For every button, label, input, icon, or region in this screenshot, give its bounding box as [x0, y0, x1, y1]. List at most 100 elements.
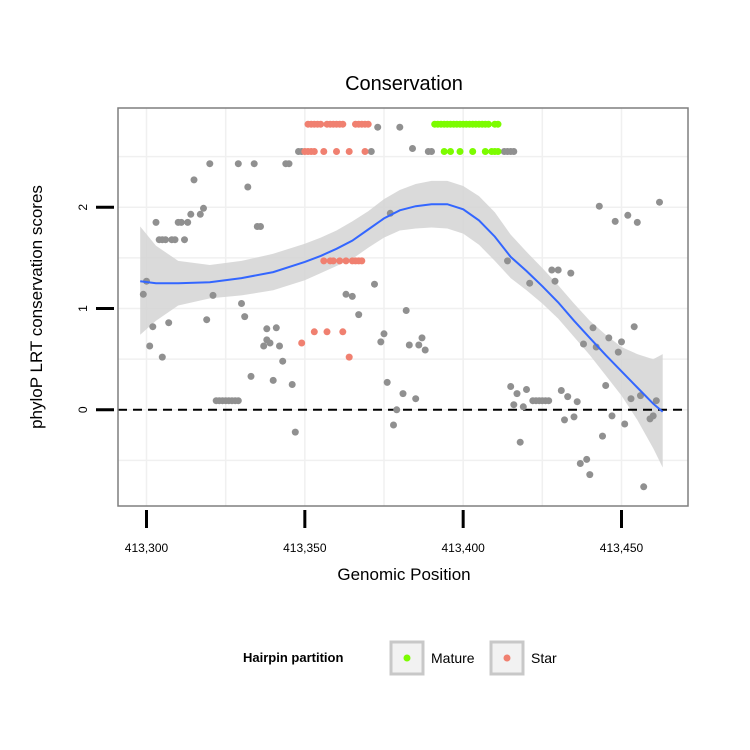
- point-unassigned: [545, 397, 553, 405]
- point-unassigned: [263, 325, 271, 333]
- x-axis-title: Genomic Position: [337, 565, 470, 584]
- legend-label-star: Star: [531, 650, 557, 666]
- point-star: [358, 257, 366, 265]
- point-unassigned: [554, 266, 562, 274]
- point-unassigned: [342, 290, 350, 298]
- point-star: [317, 120, 325, 128]
- point-star: [342, 257, 350, 265]
- legend-title: Hairpin partition: [243, 650, 343, 665]
- point-unassigned: [374, 123, 382, 131]
- legend-swatch-star: [503, 654, 511, 662]
- point-unassigned: [633, 218, 641, 226]
- point-mature: [481, 148, 489, 155]
- point-unassigned: [260, 342, 268, 350]
- point-unassigned: [621, 420, 629, 428]
- point-mature: [440, 148, 448, 155]
- y-tick-label: 2: [76, 204, 90, 211]
- point-unassigned: [399, 390, 407, 398]
- point-unassigned: [396, 123, 404, 131]
- smooth-line: [140, 203, 664, 413]
- point-unassigned: [599, 432, 606, 440]
- point-unassigned: [276, 342, 283, 350]
- point-unassigned: [355, 311, 363, 319]
- point-unassigned: [602, 382, 610, 389]
- point-mature: [485, 120, 492, 128]
- point-star: [361, 148, 369, 155]
- point-unassigned: [573, 398, 581, 406]
- point-unassigned: [504, 257, 511, 265]
- point-unassigned: [409, 145, 416, 152]
- point-unassigned: [507, 383, 515, 390]
- point-unassigned: [576, 460, 584, 467]
- point-unassigned: [516, 438, 524, 446]
- point-unassigned: [510, 401, 518, 409]
- point-unassigned: [402, 307, 410, 314]
- point-unassigned: [608, 412, 616, 420]
- legend-item-mature: Mature: [389, 640, 475, 676]
- point-unassigned: [421, 346, 429, 354]
- point-unassigned: [405, 341, 413, 349]
- point-unassigned: [203, 316, 211, 324]
- point-unassigned: [269, 376, 277, 384]
- point-unassigned: [614, 348, 622, 356]
- point-unassigned: [652, 397, 660, 405]
- point-unassigned: [564, 393, 572, 401]
- point-unassigned: [611, 217, 619, 225]
- point-mature: [456, 148, 464, 155]
- point-unassigned: [390, 421, 397, 429]
- point-unassigned: [510, 148, 518, 155]
- point-unassigned: [630, 323, 638, 331]
- point-star: [339, 328, 347, 336]
- point-unassigned: [279, 357, 287, 365]
- point-mature: [469, 148, 477, 155]
- point-unassigned: [139, 290, 147, 298]
- point-unassigned: [383, 378, 391, 386]
- point-star: [329, 257, 337, 265]
- x-tick-label: 413,400: [441, 541, 485, 555]
- point-unassigned: [234, 160, 242, 168]
- point-unassigned: [526, 279, 534, 287]
- point-unassigned: [380, 330, 388, 338]
- point-unassigned: [513, 390, 521, 398]
- point-star: [336, 257, 344, 265]
- x-tick-label: 413,300: [125, 541, 169, 555]
- point-mature: [447, 148, 454, 155]
- point-unassigned: [206, 160, 214, 168]
- point-unassigned: [177, 218, 185, 226]
- point-unassigned: [288, 381, 296, 388]
- point-unassigned: [627, 395, 635, 403]
- point-unassigned: [371, 280, 378, 288]
- point-unassigned: [190, 176, 198, 184]
- point-unassigned: [649, 412, 657, 420]
- point-unassigned: [640, 483, 648, 491]
- point-unassigned: [589, 324, 597, 332]
- point-unassigned: [580, 340, 587, 348]
- point-star: [345, 353, 353, 361]
- point-unassigned: [377, 338, 385, 346]
- point-unassigned: [605, 334, 613, 342]
- legend-label-mature: Mature: [431, 650, 475, 666]
- point-star: [333, 148, 340, 155]
- point-unassigned: [162, 236, 169, 244]
- point-unassigned: [519, 403, 527, 411]
- plot-panel: [118, 108, 688, 506]
- point-unassigned: [187, 210, 195, 218]
- point-unassigned: [165, 319, 173, 327]
- x-tick-label: 413,450: [600, 541, 644, 555]
- point-unassigned: [257, 223, 264, 230]
- point-unassigned: [171, 236, 179, 244]
- point-unassigned: [348, 292, 356, 300]
- point-unassigned: [393, 406, 401, 414]
- point-unassigned: [561, 416, 568, 424]
- point-star: [320, 148, 328, 155]
- point-unassigned: [548, 266, 556, 274]
- point-star: [298, 339, 306, 347]
- point-unassigned: [412, 395, 420, 403]
- point-mature: [494, 120, 502, 128]
- point-unassigned: [618, 338, 625, 346]
- legend-swatch-mature: [403, 654, 411, 662]
- point-unassigned: [367, 148, 375, 155]
- point-unassigned: [415, 341, 423, 349]
- point-unassigned: [196, 210, 204, 218]
- point-unassigned: [624, 211, 632, 219]
